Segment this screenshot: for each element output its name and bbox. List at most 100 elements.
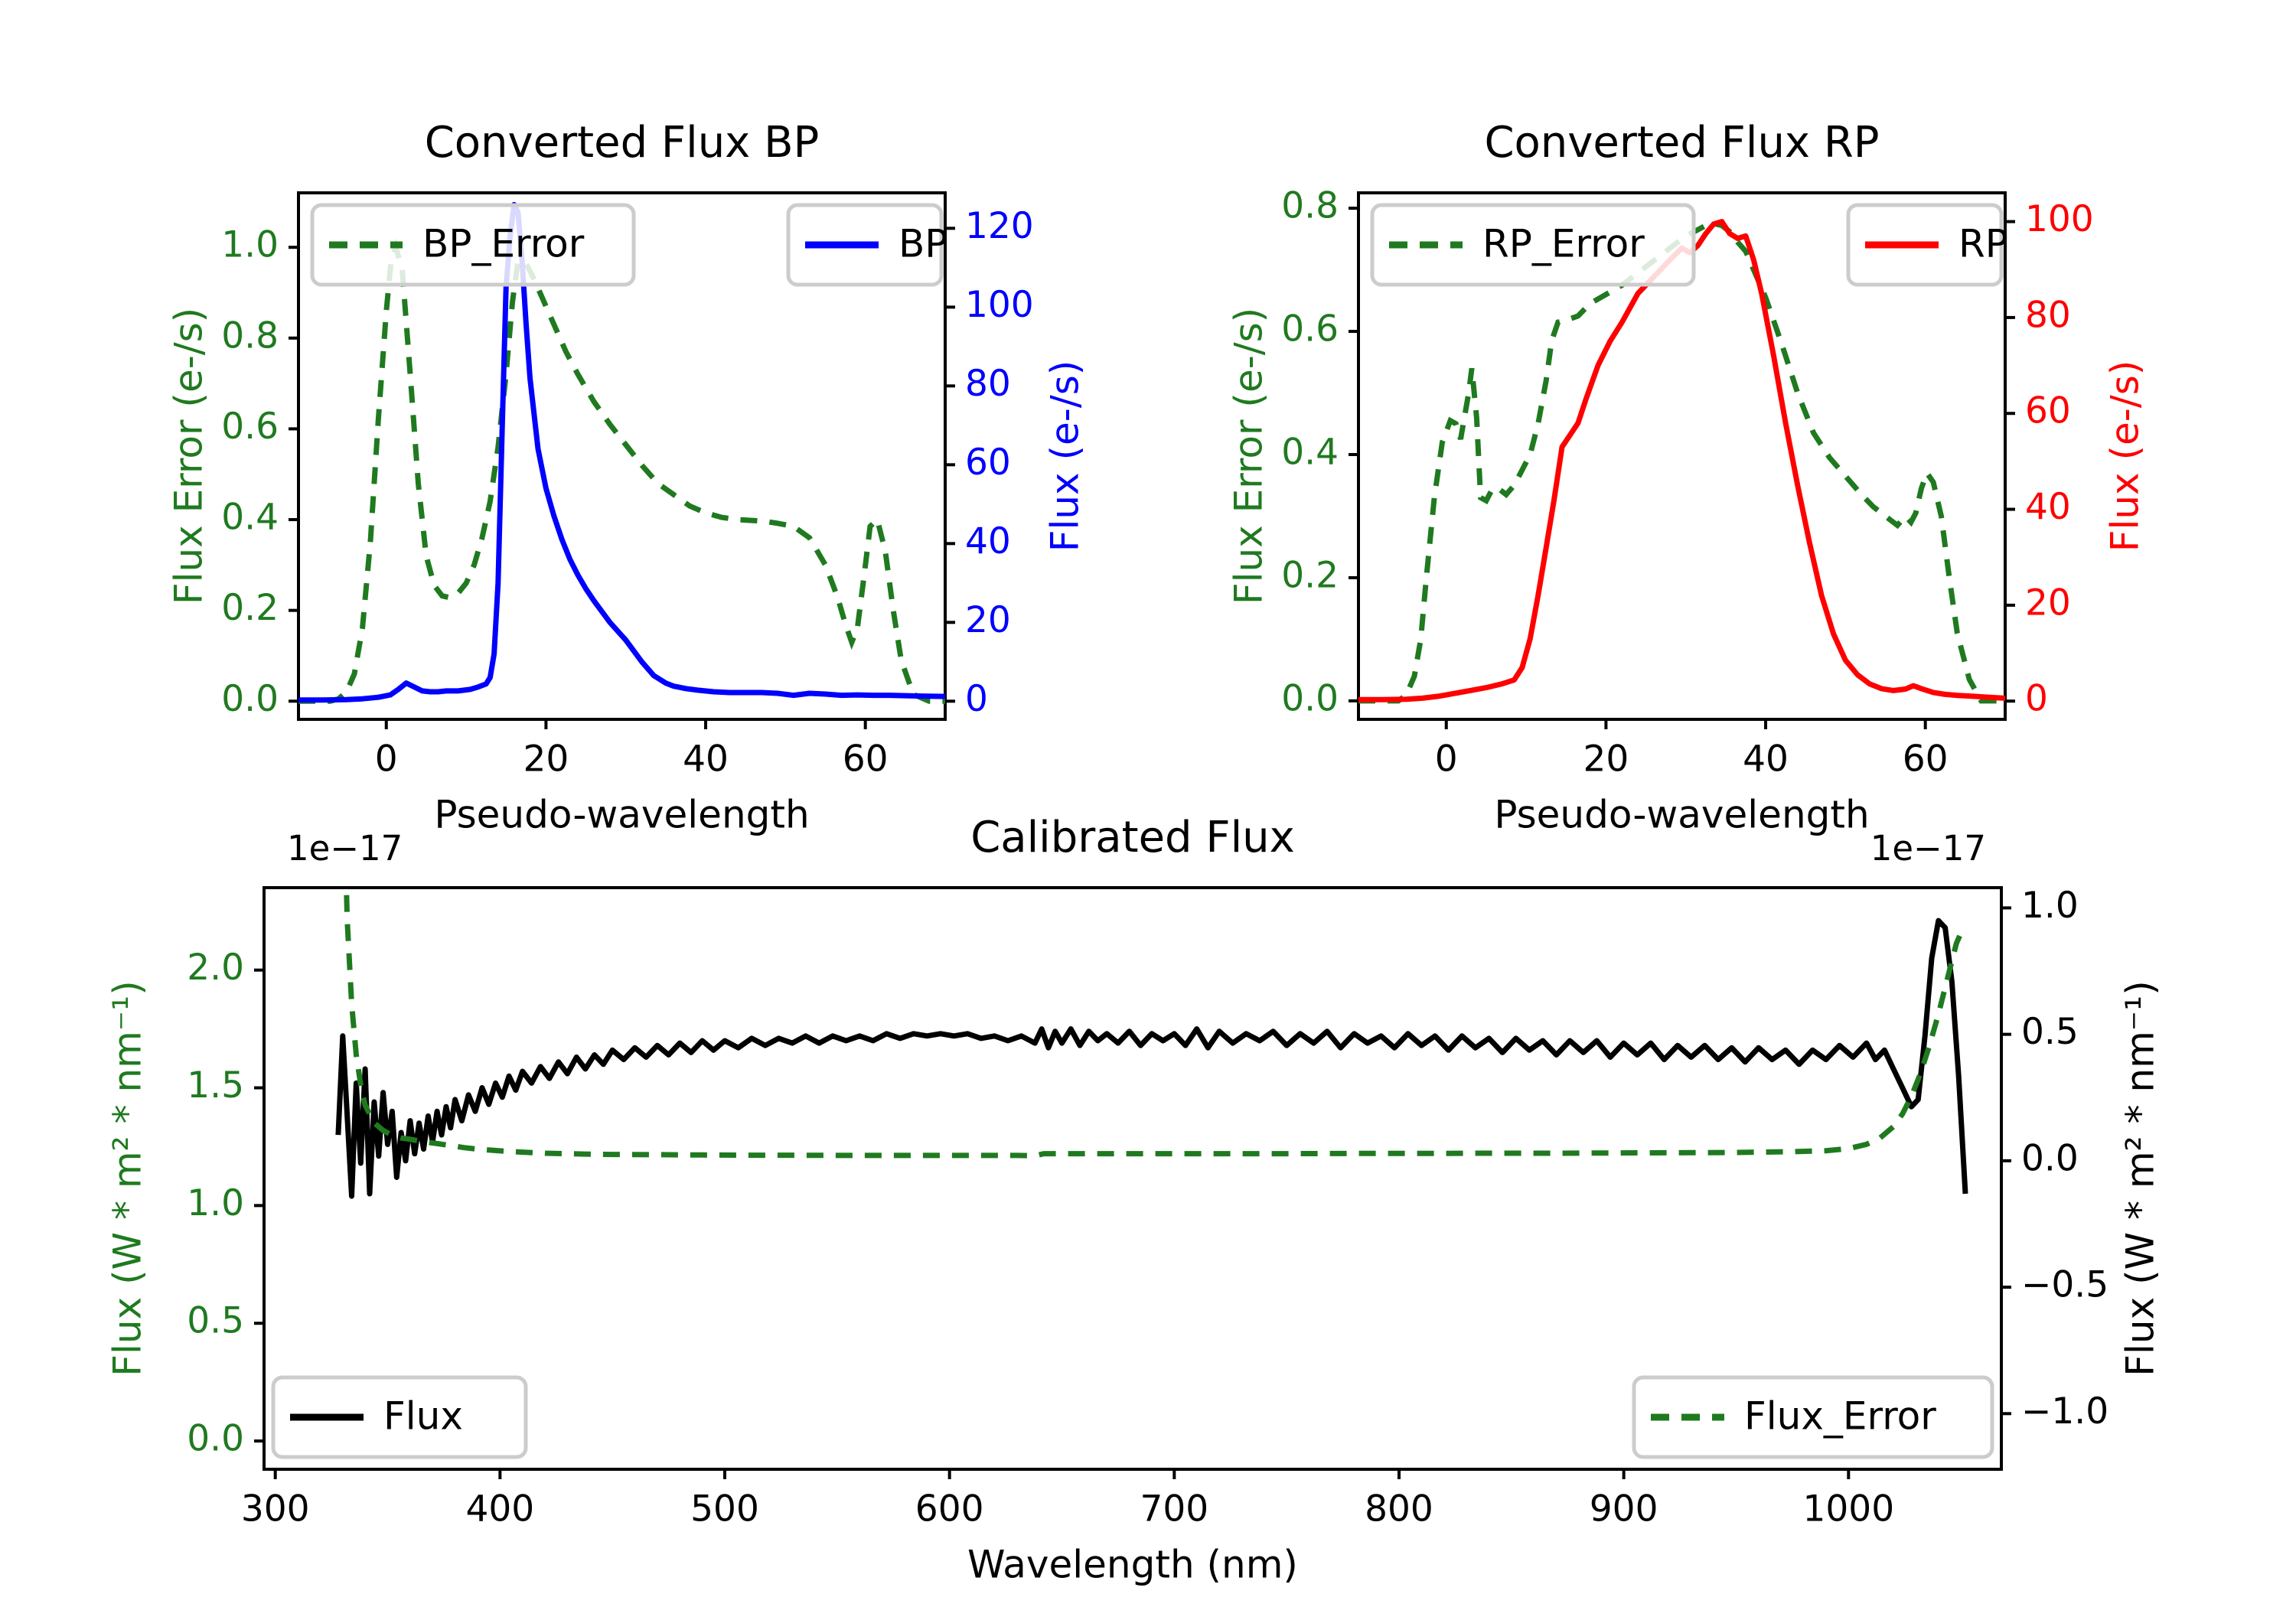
legend-label-flux: Flux	[383, 1394, 463, 1439]
left-y-axis-calibrated-flux: 0.0 0.5 1.0 1.5 2.0 Flux (W * m² * nm⁻¹) 1e−17	[106, 828, 403, 1460]
legend-label-rp-error: RP_Error	[1482, 222, 1645, 266]
plot-area	[263, 886, 2003, 1471]
y2-tick-label: 20	[2025, 582, 2071, 624]
y2-tick-label: 40	[965, 520, 1011, 562]
subplot-calibrated-flux: Calibrated Flux 300 400 500 600 700 800 900 1000…	[106, 813, 2163, 1587]
legend-bp-error[interactable]: BP_Error	[310, 203, 636, 287]
y2-tick-label: 60	[965, 442, 1011, 484]
x-tick-label: 0	[1435, 738, 1458, 781]
y-tick-label: 0.8	[221, 315, 279, 357]
x-tick-label: 700	[1140, 1488, 1208, 1530]
y2-tick-label: 20	[965, 599, 1011, 641]
right-y-axis-converted-flux-bp: 0 20 40 60 80 100 120 Flux (e-/s)	[945, 205, 1088, 720]
legend-box-rp-error	[1370, 203, 1696, 287]
y2-tick-label: 80	[2025, 294, 2071, 336]
x-tick-label: 60	[1903, 738, 1949, 781]
series-line-rp_error	[1358, 220, 2005, 704]
x-tick-label: 900	[1590, 1488, 1658, 1530]
y-offset-text-calibrated-flux: 1e−17	[287, 828, 403, 869]
y-tick-label: 1.0	[221, 224, 279, 266]
y2-tick-label: 0	[965, 678, 988, 720]
y-axis-title-converted-flux-bp: Flux Error (e-/s)	[167, 308, 211, 605]
legend-label-bp-error: BP_Error	[422, 222, 585, 266]
subplot-converted-flux-bp: Converted Flux BP 0 20 40 60 Pseudo-wavelengt…	[167, 118, 1088, 836]
plot-title-converted-flux-rp: Converted Flux RP	[1484, 118, 1879, 168]
y-axis-title-converted-flux-rp: Flux Error (e-/s)	[1227, 308, 1271, 605]
right-y-axis-calibrated-flux: −1.0 −0.5 0.0 0.5 1.0 Flux (W * m² * nm⁻¹) 1e−…	[1870, 828, 2163, 1433]
y-tick-label: 0.2	[1281, 554, 1339, 596]
y2-tick-label: 40	[2025, 486, 2071, 528]
legend-rp-error[interactable]: RP_Error	[1370, 203, 1696, 287]
y-tick-label: 2.0	[187, 947, 244, 989]
y2-tick-label: 100	[2025, 198, 2094, 240]
x-axis-converted-flux-bp: 0 20 40 60 Pseudo-wavelength	[375, 719, 889, 837]
legend-box-flux	[271, 1375, 528, 1459]
x-tick-label: 1000	[1802, 1488, 1894, 1530]
y-tick-label: 0.6	[1281, 308, 1339, 350]
series-line-bp_error	[298, 238, 945, 704]
y-tick-label: 0.2	[221, 587, 279, 629]
right-y-axis-converted-flux-rp: 0 20 40 60 80 100 Flux (e-/s)	[2005, 198, 2148, 720]
y2-axis-title-converted-flux-bp: Flux (e-/s)	[1043, 360, 1088, 553]
y-tick-label: 0.5	[187, 1300, 244, 1342]
y-tick-label: 1.5	[187, 1064, 244, 1107]
legend-box-bp-error	[310, 203, 636, 287]
y-tick-label: 0.8	[1281, 185, 1339, 227]
y2-tick-label: 0.0	[2021, 1137, 2079, 1179]
y2-tick-label: 0	[2025, 678, 2048, 720]
x-tick-label: 300	[241, 1488, 310, 1530]
x-tick-label: 60	[843, 738, 889, 781]
y-tick-label: 1.0	[187, 1182, 244, 1224]
plot-title-calibrated-flux: Calibrated Flux	[970, 813, 1295, 862]
y2-tick-label: 60	[2025, 390, 2071, 432]
plot-title-converted-flux-bp: Converted Flux BP	[425, 118, 820, 168]
x-tick-label: 20	[523, 738, 569, 781]
x-tick-label: 40	[683, 738, 729, 781]
x-tick-label: 40	[1743, 738, 1789, 781]
y2-tick-label: 1.0	[2021, 885, 2079, 927]
x-tick-label: 20	[1583, 738, 1629, 781]
x-axis-title-converted-flux-rp: Pseudo-wavelength	[1494, 793, 1869, 837]
y-tick-label: 0.4	[1281, 431, 1339, 473]
legend-box-flux-error	[1632, 1375, 1994, 1459]
series-line-flux_error	[344, 888, 1964, 1159]
legend-label-rp: RP	[1958, 222, 2008, 266]
x-tick-label: 800	[1365, 1488, 1433, 1530]
series-line-bp	[298, 201, 945, 703]
y2-tick-label: 0.5	[2021, 1011, 2079, 1053]
x-axis-title-converted-flux-bp: Pseudo-wavelength	[434, 793, 809, 837]
y2-tick-label: 80	[965, 363, 1011, 405]
y-tick-label: 0.4	[221, 497, 279, 539]
legend-bp[interactable]: BP	[786, 203, 947, 287]
y-axis-title-calibrated-flux: Flux (W * m² * nm⁻¹)	[106, 980, 150, 1376]
y2-tick-label: −0.5	[2021, 1264, 2108, 1306]
x-tick-label: 600	[915, 1488, 984, 1530]
legend-rp[interactable]: RP	[1846, 203, 2008, 287]
y-tick-label: 0.6	[221, 406, 279, 448]
y2-axis-title-calibrated-flux: Flux (W * m² * nm⁻¹)	[2118, 980, 2163, 1376]
x-axis-title-calibrated-flux: Wavelength (nm)	[967, 1543, 1298, 1587]
y2-offset-text-calibrated-flux: 1e−17	[1870, 828, 1986, 869]
legend-label-bp: BP	[899, 222, 947, 266]
series-line-flux	[335, 918, 1968, 1199]
y2-axis-title-converted-flux-rp: Flux (e-/s)	[2103, 360, 2148, 553]
x-tick-label: 500	[690, 1488, 759, 1530]
y2-tick-label: −1.0	[2021, 1390, 2108, 1433]
x-axis-converted-flux-rp: 0 20 40 60 Pseudo-wavelength	[1435, 719, 1949, 837]
x-tick-label: 400	[465, 1488, 534, 1530]
y-tick-label: 0.0	[221, 678, 279, 720]
series-line-rp	[1358, 219, 2005, 702]
subplot-converted-flux-rp: Converted Flux RP 0 20 40 60 Pseudo-wavelengt…	[1227, 118, 2148, 836]
y-tick-label: 0.0	[1281, 677, 1339, 719]
x-tick-label: 0	[375, 738, 398, 781]
y2-tick-label: 120	[965, 205, 1034, 247]
legend-flux[interactable]: Flux	[271, 1375, 528, 1459]
legend-flux-error[interactable]: Flux_Error	[1632, 1375, 1994, 1459]
y2-tick-label: 100	[965, 284, 1034, 326]
legend-label-flux-error: Flux_Error	[1744, 1394, 1936, 1439]
x-axis-calibrated-flux: 300 400 500 600 700 800 900 1000 Wavelength (nm)	[241, 1469, 1894, 1587]
y-tick-label: 0.0	[187, 1418, 244, 1460]
